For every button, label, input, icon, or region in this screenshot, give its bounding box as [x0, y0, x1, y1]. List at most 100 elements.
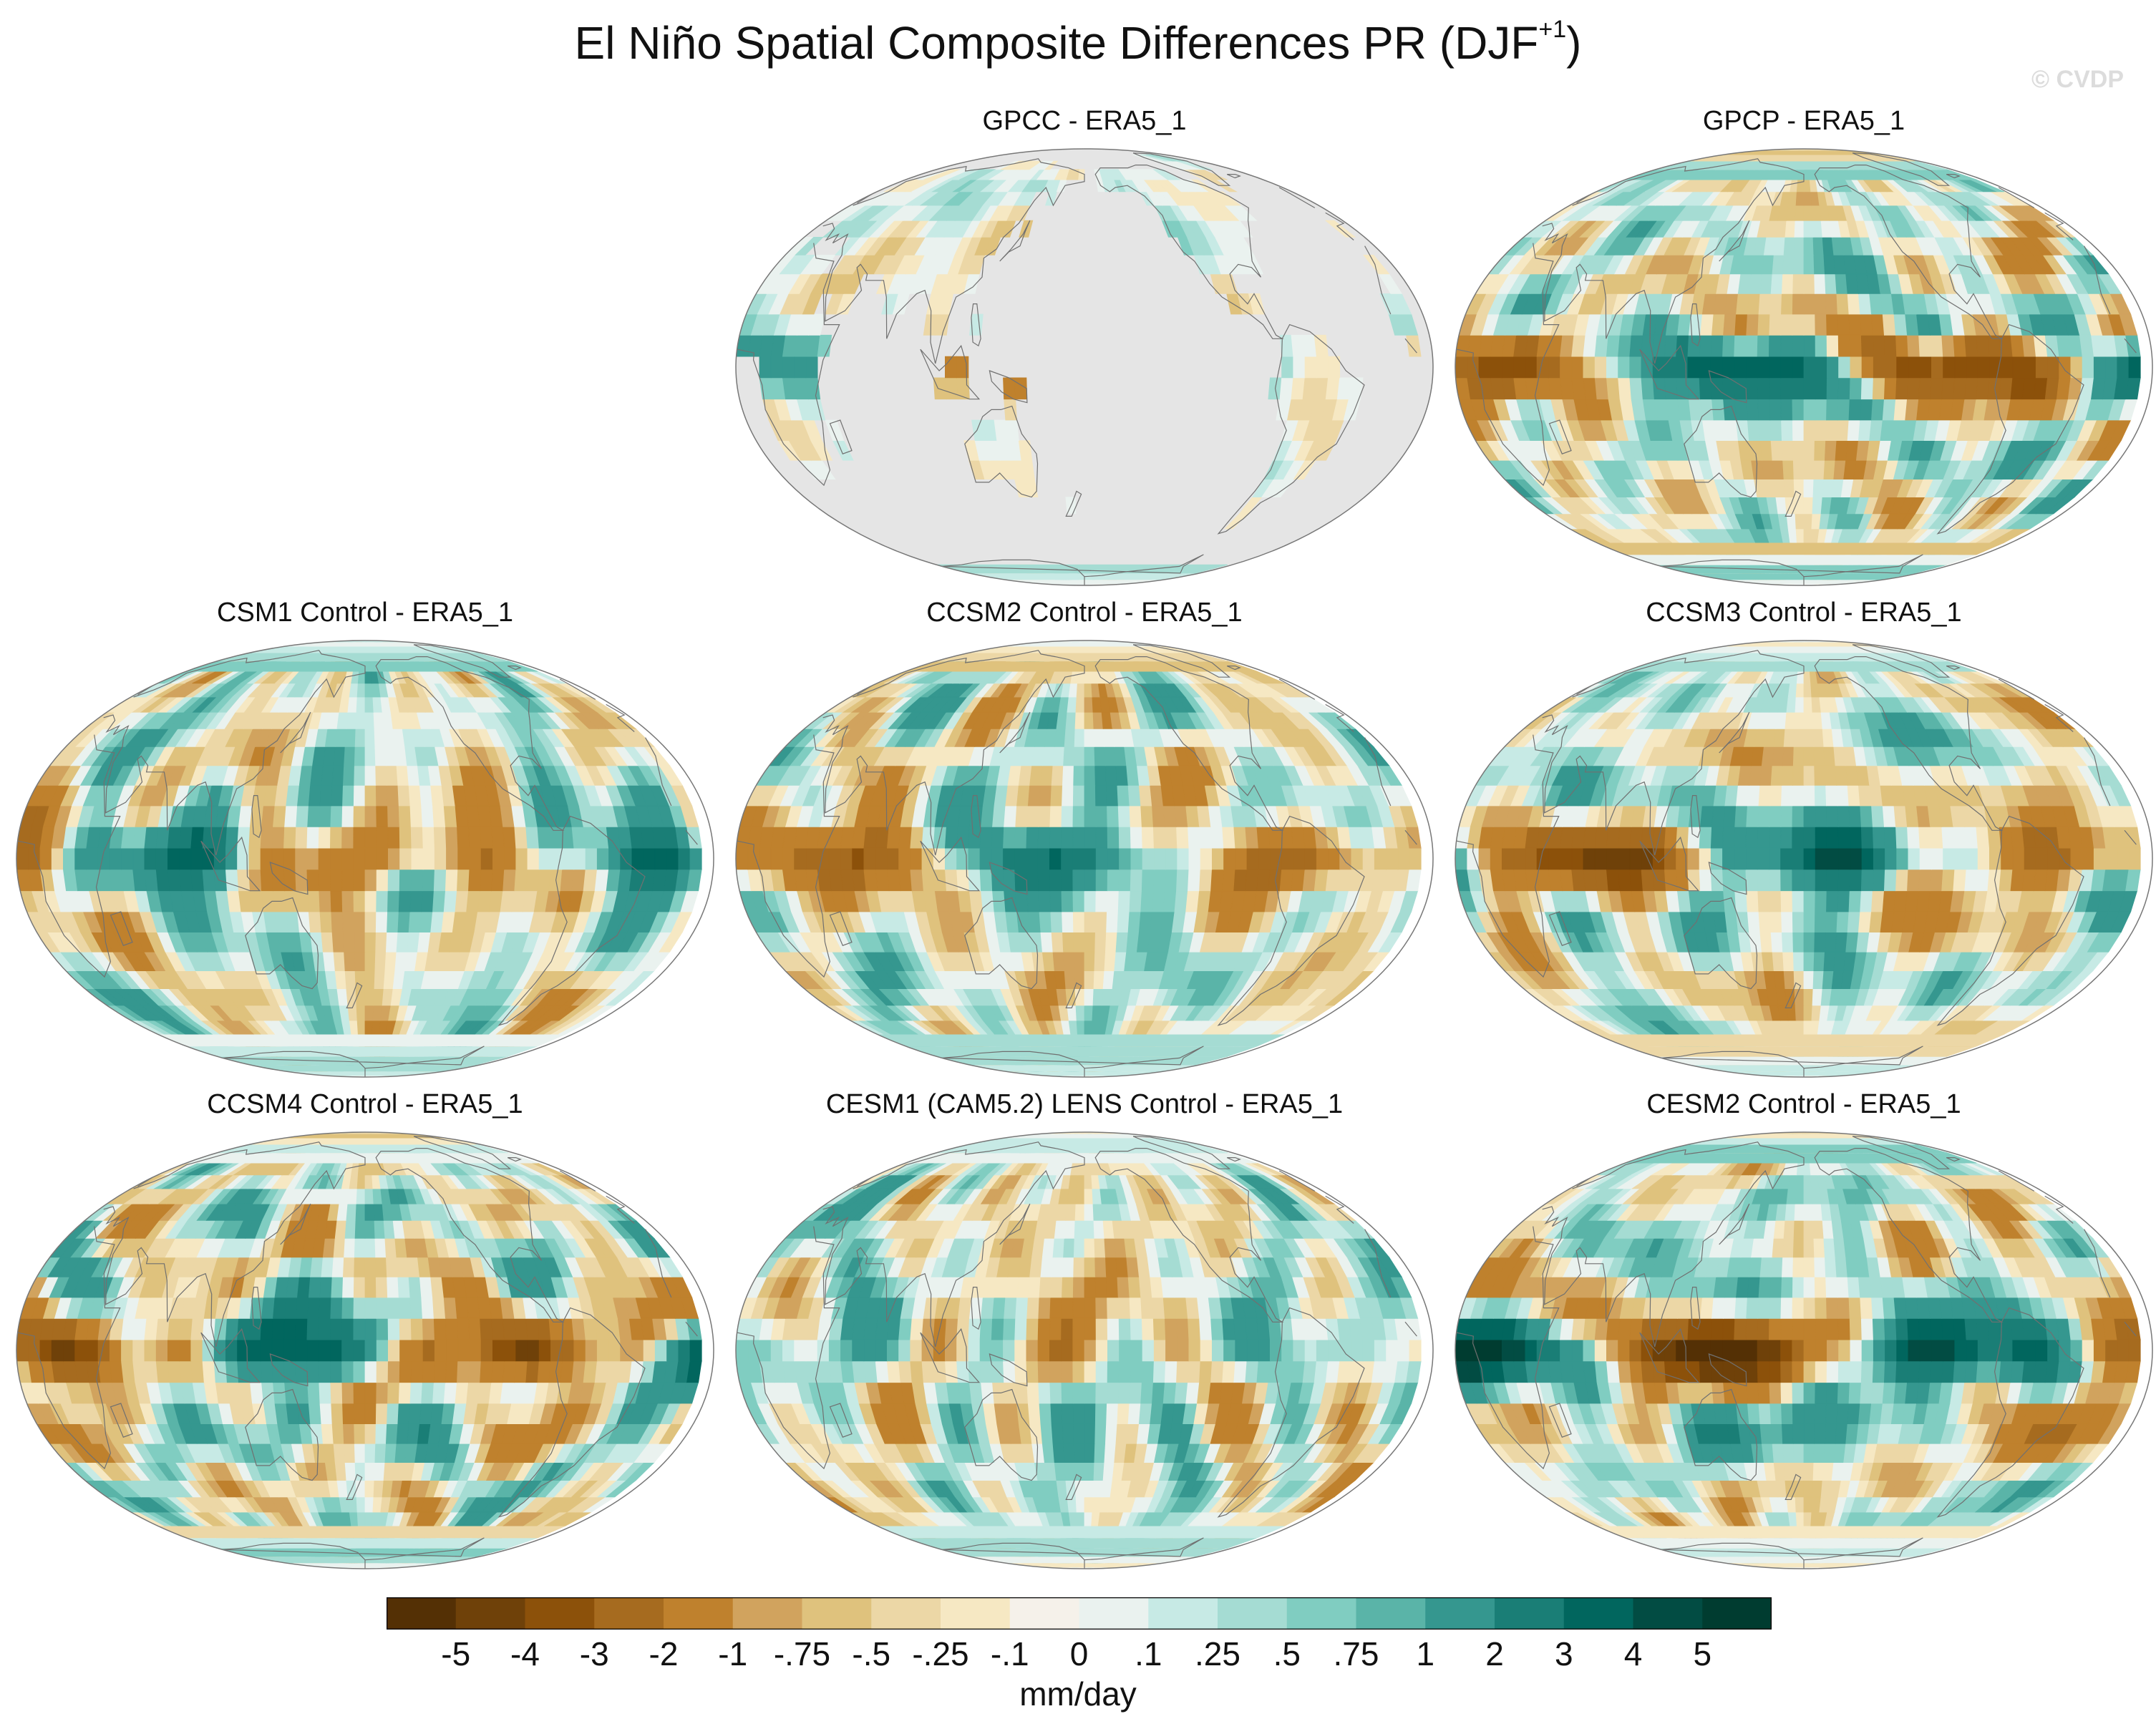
field-cell: [468, 826, 482, 849]
field-cell: [1076, 1020, 1085, 1035]
field-cell: [1279, 377, 1294, 400]
field-cell: [1625, 554, 1977, 565]
field-cell: [1084, 932, 1096, 953]
field-cell: [318, 869, 331, 892]
field-cell: [1838, 356, 1851, 379]
field-layer: [736, 149, 1433, 585]
field-cell: [1075, 1005, 1085, 1021]
field-cell: [1976, 334, 1990, 357]
field-cell: [1117, 890, 1131, 912]
field-cell: [387, 890, 400, 912]
field-cell: [373, 988, 384, 1006]
field-cell: [432, 890, 446, 912]
field-cell: [1849, 377, 1863, 400]
field-cell: [321, 765, 334, 786]
field-cell: [1084, 1005, 1094, 1021]
field-cell: [1999, 377, 2014, 400]
field-cell: [1803, 356, 1816, 379]
field-cell: [1723, 399, 1737, 421]
field-cell: [179, 826, 193, 849]
field-cell: [354, 932, 366, 953]
field-cell: [1837, 334, 1851, 357]
field-cell: [1837, 377, 1851, 400]
field-cell: [1502, 356, 1515, 379]
field-cell: [331, 911, 344, 933]
field-cell: [1871, 313, 1885, 336]
figure-title-superscript: +1: [1538, 16, 1567, 43]
field-cell: [63, 847, 76, 870]
field-cell: [1787, 191, 1797, 206]
field-cell: [1606, 356, 1619, 379]
field-cell: [480, 826, 493, 849]
field-cell: [1062, 932, 1074, 953]
field-cell: [1152, 890, 1165, 912]
field-cell: [863, 869, 878, 892]
field-cell: [308, 784, 322, 807]
field-cell: [408, 911, 422, 933]
field-cell: [1941, 334, 1956, 357]
field-cell: [1860, 377, 1874, 400]
figure-title-text: El Niño Spatial Composite Differences PR…: [574, 17, 1539, 69]
field-cell: [1837, 399, 1850, 421]
field-cell: [1761, 254, 1774, 275]
field-cell: [1073, 951, 1085, 972]
field-cell: [469, 847, 482, 870]
field-cell: [1054, 970, 1067, 990]
field-cell: [1781, 440, 1794, 461]
coastline: [269, 862, 309, 895]
field-cell: [109, 847, 122, 870]
field-cell: [354, 951, 366, 972]
field-cell: [1061, 890, 1074, 912]
field-cell: [1803, 459, 1815, 480]
field-cell: [1964, 334, 1978, 357]
field-cell: [1734, 313, 1748, 336]
field-cell: [295, 869, 309, 892]
field-cell: [364, 683, 374, 698]
field-cell: [1652, 377, 1666, 400]
field-cell: [1792, 440, 1805, 461]
field-cell: [322, 951, 336, 972]
field-cell: [515, 847, 528, 870]
field-cell: [1847, 293, 1861, 315]
field-cell: [1803, 440, 1815, 461]
field-cell: [1606, 334, 1621, 357]
coastline: [497, 815, 646, 1026]
field-cell: [491, 826, 505, 849]
field-cell: [1596, 542, 2005, 555]
field-cell: [537, 826, 551, 849]
field-cell: [968, 890, 984, 912]
field-cell: [1795, 191, 1805, 206]
field-cell: [1814, 440, 1827, 461]
field-cell: [1084, 988, 1094, 1006]
field-cell: [1770, 273, 1784, 294]
field-cell: [364, 765, 377, 786]
coastline: [413, 644, 512, 678]
field-cell: [1824, 273, 1837, 294]
field-cell: [16, 847, 29, 870]
field-cell: [1770, 440, 1784, 461]
field-cell: [770, 356, 783, 379]
field-cell: [631, 847, 644, 870]
field-cell: [1792, 313, 1805, 336]
field-cell: [376, 826, 389, 849]
field-cell: [1594, 356, 1607, 379]
field-cell: [319, 890, 332, 912]
field-cell: [1117, 911, 1130, 933]
field-cell: [1930, 334, 1944, 357]
field-cell: [432, 805, 446, 827]
field-cell: [1629, 356, 1642, 379]
field-cell: [1786, 205, 1797, 221]
field-cell: [1803, 236, 1815, 255]
field-cell: [1780, 313, 1793, 336]
field-cell: [1803, 273, 1815, 294]
field-cell: [1954, 356, 1967, 379]
field-cell: [1812, 220, 1823, 238]
field-cell: [1027, 911, 1041, 933]
field-cell: [225, 869, 239, 892]
field-cell: [374, 746, 387, 766]
field-cell: [1907, 334, 1921, 357]
coastline: [829, 419, 853, 454]
field-cell: [167, 847, 180, 870]
field-cell: [190, 826, 205, 849]
field-cell: [249, 890, 264, 912]
